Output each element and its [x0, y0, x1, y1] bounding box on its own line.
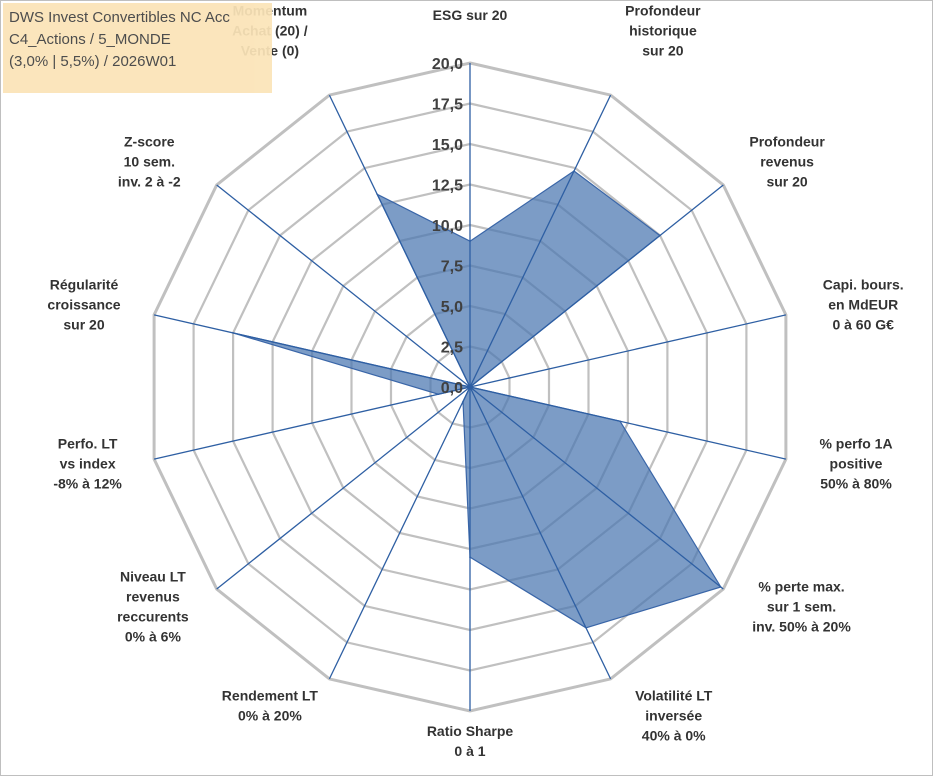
- axis-label-line: 10 sem.: [124, 153, 175, 169]
- axis-label-text-10: Perfo. LT vs index -8% à 12%: [53, 435, 122, 491]
- axis-label-line: vs index: [60, 455, 116, 471]
- axis-label-11: Régularité croissance sur 20: [47, 277, 120, 333]
- tick-label-3: 7,5: [441, 259, 463, 276]
- axis-label-line: 0 à 1: [454, 743, 485, 759]
- axis-label-line: sur 1 sem.: [767, 599, 836, 615]
- axis-label-text-2: Profondeur revenus sur 20: [749, 133, 825, 189]
- axis-label-line: 0% à 20%: [238, 708, 302, 724]
- axis-label-line: 40% à 0%: [642, 728, 706, 744]
- axis-label-1: Profondeur historique sur 20: [625, 2, 701, 58]
- spoke-6: [469, 386, 612, 680]
- axis-label-line: % perfo 1A: [819, 435, 892, 451]
- axis-label-line: Perfo. LT: [58, 435, 118, 451]
- chart-title-line1: DWS Invest Convertibles NC Acc: [9, 9, 230, 26]
- spoke-10: [153, 386, 471, 460]
- tick-label-0: 0,0: [441, 380, 463, 397]
- tick-label-1: 2,5: [441, 340, 463, 357]
- axis-label-text-4: % perfo 1A positive 50% à 80%: [819, 435, 892, 491]
- axis-label-line: Volatilité LT: [635, 688, 713, 704]
- axis-label-0: Note ESG sur 20: [433, 1, 508, 23]
- spoke-11: [153, 314, 471, 388]
- spoke-3: [469, 314, 787, 388]
- radar-axis-labels: Note ESG sur 20 Profondeur historique sur 20…: [47, 1, 903, 759]
- axis-label-text-3: Capi. bours. en MdEUR 0 à 60 G€: [823, 277, 904, 333]
- spoke-8: [328, 386, 471, 680]
- axis-label-line: Z-score: [124, 133, 175, 149]
- radar-ticks: 0,0 2,5 5,0 7,5 10,0 12,5 15,0 17,5 20,0: [432, 56, 463, 397]
- axis-label-text-6: Volatilité LT inversée 40% à 0%: [635, 688, 713, 744]
- axis-label-line: inversée: [645, 708, 702, 724]
- spoke-1: [469, 94, 612, 388]
- axis-label-line: sur 20: [766, 173, 807, 189]
- chart-title-line2: C4_Actions / 5_MONDE: [9, 31, 171, 48]
- axis-label-line: Régularité: [50, 277, 119, 293]
- axis-label-text-8: Rendement LT 0% à 20%: [222, 688, 319, 724]
- axis-label-text-5: % perte max. sur 1 sem. inv. 50% à 20%: [752, 579, 851, 635]
- axis-label-3: Capi. bours. en MdEUR 0 à 60 G€: [823, 277, 904, 333]
- tick-label-4: 10,0: [432, 218, 463, 235]
- spoke-9: [216, 386, 471, 590]
- axis-label-9: Niveau LT revenus reccurents 0% à 6%: [117, 569, 189, 645]
- spoke-12: [216, 184, 471, 388]
- axis-label-text-9: Niveau LT revenus reccurents 0% à 6%: [117, 569, 189, 645]
- spoke-5: [469, 386, 724, 590]
- chart-title-box: DWS Invest Convertibles NC Acc C4_Action…: [3, 3, 272, 93]
- spoke-4: [469, 386, 787, 460]
- axis-label-text-0: Note ESG sur 20: [433, 1, 508, 23]
- axis-label-line: Ratio Sharpe: [427, 723, 514, 739]
- tick-label-8: 20,0: [432, 56, 463, 73]
- axis-label-line: inv. 50% à 20%: [752, 619, 851, 635]
- axis-label-12: Z-score 10 sem. inv. 2 à -2: [118, 133, 181, 189]
- axis-label-line: Profondeur: [625, 2, 701, 18]
- axis-label-6: Volatilité LT inversée 40% à 0%: [635, 688, 713, 744]
- axis-label-line: reccurents: [117, 609, 189, 625]
- tick-label-6: 15,0: [432, 137, 463, 154]
- tick-label-7: 17,5: [432, 97, 463, 114]
- axis-label-line: -8% à 12%: [53, 475, 122, 491]
- axis-label-line: croissance: [47, 297, 120, 313]
- axis-label-2: Profondeur revenus sur 20: [749, 133, 825, 189]
- axis-label-line: 0 à 60 G€: [832, 317, 894, 333]
- axis-label-7: Ratio Sharpe 0 à 1: [427, 723, 514, 759]
- axis-label-10: Perfo. LT vs index -8% à 12%: [53, 435, 122, 491]
- axis-label-line: Rendement LT: [222, 688, 319, 704]
- spoke-2: [469, 184, 724, 388]
- tick-label-5: 12,5: [432, 178, 463, 195]
- axis-label-line: revenus: [126, 589, 180, 605]
- axis-label-8: Rendement LT 0% à 20%: [222, 688, 319, 724]
- axis-label-line: ESG sur 20: [433, 7, 508, 23]
- axis-label-line: sur 20: [63, 317, 104, 333]
- axis-label-text-1: Profondeur historique sur 20: [625, 2, 701, 58]
- axis-label-line: Niveau LT: [120, 569, 186, 585]
- axis-label-line: inv. 2 à -2: [118, 173, 181, 189]
- axis-label-line: 0% à 6%: [125, 629, 182, 645]
- axis-label-line: positive: [830, 455, 883, 471]
- radar-spokes: [153, 63, 787, 711]
- axis-label-line: Note: [454, 1, 485, 3]
- spoke-13: [328, 94, 471, 388]
- axis-label-text-7: Ratio Sharpe 0 à 1: [427, 723, 514, 759]
- axis-label-line: 50% à 80%: [820, 475, 892, 491]
- axis-label-5: % perte max. sur 1 sem. inv. 50% à 20%: [752, 579, 851, 635]
- axis-label-line: % perte max.: [758, 579, 844, 595]
- axis-label-line: historique: [629, 22, 697, 38]
- axis-label-4: % perfo 1A positive 50% à 80%: [819, 435, 892, 491]
- axis-label-line: Profondeur: [749, 133, 825, 149]
- axis-label-line: en MdEUR: [828, 297, 898, 313]
- axis-label-text-11: Régularité croissance sur 20: [47, 277, 120, 333]
- tick-label-2: 5,0: [441, 299, 463, 316]
- axis-label-text-12: Z-score 10 sem. inv. 2 à -2: [118, 133, 181, 189]
- axis-label-line: sur 20: [642, 42, 683, 58]
- chart-title-line3: (3,0% | 5,5%) / 2026W01: [9, 53, 177, 70]
- axis-label-line: revenus: [760, 153, 814, 169]
- axis-label-line: Capi. bours.: [823, 277, 904, 293]
